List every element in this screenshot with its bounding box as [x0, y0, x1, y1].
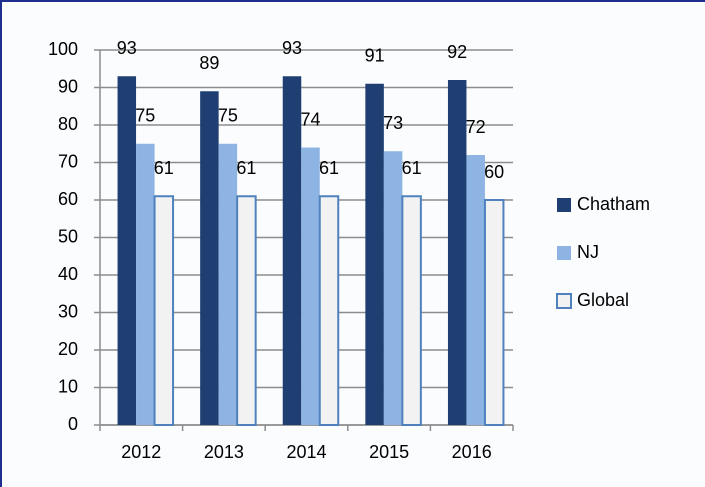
y-tick-label: 50: [58, 226, 78, 246]
y-tick-label: 40: [58, 264, 78, 284]
x-tick-label: 2015: [369, 442, 409, 462]
y-tick-label: 70: [58, 151, 78, 171]
bar: [236, 195, 257, 426]
data-label: 61: [402, 158, 422, 178]
bar: [483, 199, 505, 426]
y-tick-label: 0: [68, 414, 78, 434]
bar: [301, 147, 320, 425]
bar: [282, 76, 302, 425]
y-tick-label: 20: [58, 339, 78, 359]
bar: [318, 195, 340, 426]
data-label: 60: [484, 162, 504, 182]
x-tick-label: 2012: [121, 442, 161, 462]
x-tick-label: 2016: [452, 442, 492, 462]
legend-label: Global: [577, 290, 629, 310]
data-label: 93: [282, 38, 302, 58]
data-label: 93: [117, 38, 137, 58]
legend-label: Chatham: [577, 194, 650, 214]
data-label: 74: [300, 109, 320, 129]
legend-label: NJ: [577, 242, 599, 262]
bar: [153, 195, 175, 426]
x-tick-label: 2014: [286, 442, 326, 462]
bar: [365, 83, 384, 425]
bar: [200, 91, 219, 425]
y-tick-label: 10: [58, 376, 78, 396]
legend-swatch: [557, 198, 571, 212]
data-label: 75: [218, 106, 238, 126]
bar: [401, 195, 422, 426]
bar: [447, 80, 467, 425]
y-tick-label: 80: [58, 114, 78, 134]
data-label: 61: [236, 158, 256, 178]
y-tick-label: 90: [58, 76, 78, 96]
data-label: 92: [447, 42, 467, 62]
y-tick-label: 100: [48, 39, 78, 59]
y-tick-label: 60: [58, 189, 78, 209]
data-label: 91: [365, 46, 385, 66]
data-label: 73: [383, 113, 403, 133]
bar: [117, 76, 137, 425]
data-label: 89: [199, 53, 219, 73]
x-tick-label: 2013: [204, 442, 244, 462]
legend-swatch: [556, 293, 572, 309]
y-tick-label: 30: [58, 301, 78, 321]
data-label: 61: [154, 158, 174, 178]
data-label: 61: [319, 158, 339, 178]
data-label: 75: [135, 106, 155, 126]
legend-swatch: [557, 246, 571, 260]
data-label: 72: [466, 117, 486, 137]
bar: [136, 143, 155, 425]
bar: [383, 151, 403, 425]
bar: [466, 155, 485, 425]
bar: [218, 143, 238, 425]
